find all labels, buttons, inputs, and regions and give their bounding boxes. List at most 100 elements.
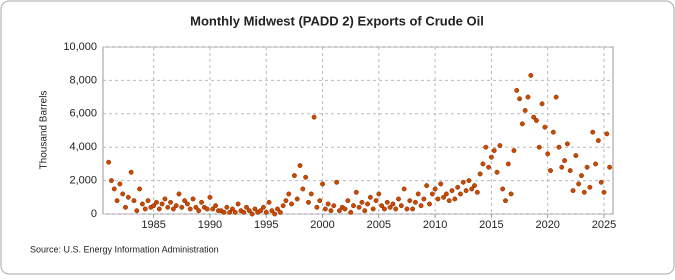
- x-tick-label: 2015: [479, 219, 503, 231]
- point: [117, 181, 123, 187]
- point: [311, 114, 317, 120]
- point: [382, 206, 387, 212]
- point: [427, 201, 432, 207]
- point: [542, 124, 548, 130]
- point: [415, 191, 421, 197]
- point: [193, 204, 199, 210]
- point: [367, 194, 373, 200]
- point: [522, 108, 528, 113]
- point: [607, 164, 613, 170]
- point: [458, 191, 463, 197]
- point: [550, 129, 556, 135]
- point: [269, 208, 275, 214]
- point: [581, 189, 587, 195]
- point: [328, 208, 334, 214]
- point: [449, 188, 455, 194]
- point: [258, 208, 264, 214]
- point: [584, 164, 590, 170]
- point: [396, 196, 401, 202]
- point: [443, 191, 449, 197]
- point: [579, 173, 584, 179]
- point: [410, 206, 416, 212]
- point: [480, 161, 486, 167]
- point: [227, 209, 233, 215]
- point: [466, 178, 472, 184]
- point: [562, 158, 568, 164]
- point: [604, 131, 610, 137]
- point: [564, 141, 570, 147]
- point: [376, 191, 382, 197]
- point: [503, 198, 508, 204]
- point: [441, 194, 447, 200]
- point: [317, 198, 323, 204]
- point: [398, 203, 404, 209]
- point: [373, 198, 379, 204]
- point: [303, 174, 309, 180]
- point: [545, 151, 551, 157]
- point: [432, 186, 438, 192]
- point: [598, 179, 604, 185]
- point: [322, 206, 328, 212]
- point: [260, 204, 266, 210]
- point: [156, 206, 162, 212]
- point: [435, 196, 441, 202]
- point: [123, 204, 128, 210]
- point: [379, 203, 385, 209]
- point: [595, 138, 601, 143]
- x-tick-label: 2005: [367, 219, 391, 231]
- y-tick-label: 6,000: [69, 108, 97, 120]
- point: [134, 208, 140, 214]
- point: [500, 186, 506, 192]
- point: [429, 191, 435, 197]
- point: [483, 144, 489, 150]
- point: [199, 199, 204, 205]
- point: [221, 209, 227, 215]
- point: [536, 144, 542, 150]
- point: [491, 148, 497, 153]
- point: [308, 191, 314, 197]
- point: [393, 206, 399, 212]
- point: [289, 201, 295, 207]
- point: [570, 188, 576, 194]
- point: [511, 148, 517, 153]
- point: [384, 199, 390, 205]
- point: [108, 178, 114, 184]
- point: [235, 201, 241, 207]
- point: [353, 189, 359, 195]
- point: [154, 199, 159, 205]
- point: [120, 191, 126, 197]
- point: [514, 87, 520, 93]
- point: [106, 159, 112, 165]
- chart-title: Monthly Midwest (PADD 2) Exports of Crud…: [190, 13, 484, 28]
- point: [151, 203, 157, 209]
- point: [173, 203, 179, 209]
- point: [291, 173, 297, 179]
- point: [497, 143, 503, 148]
- y-tick-label: 0: [91, 208, 97, 220]
- y-axis-label: Thousand Barrels: [39, 91, 50, 170]
- point: [587, 184, 593, 190]
- point: [531, 114, 537, 120]
- point: [601, 189, 607, 195]
- point: [455, 184, 461, 190]
- point: [244, 204, 249, 210]
- point: [517, 96, 523, 102]
- point: [190, 196, 196, 202]
- point: [300, 186, 306, 192]
- point: [525, 94, 531, 100]
- point: [277, 209, 283, 215]
- point: [283, 198, 289, 204]
- point: [168, 199, 173, 205]
- point: [469, 186, 475, 192]
- point: [528, 72, 534, 78]
- point: [365, 201, 371, 207]
- point: [159, 201, 165, 207]
- point: [387, 204, 393, 210]
- point: [342, 206, 348, 212]
- x-tick-label: 1990: [198, 219, 222, 231]
- point: [162, 196, 168, 202]
- point: [187, 206, 193, 212]
- y-tick-label: 10,000: [63, 41, 97, 53]
- point: [362, 208, 368, 214]
